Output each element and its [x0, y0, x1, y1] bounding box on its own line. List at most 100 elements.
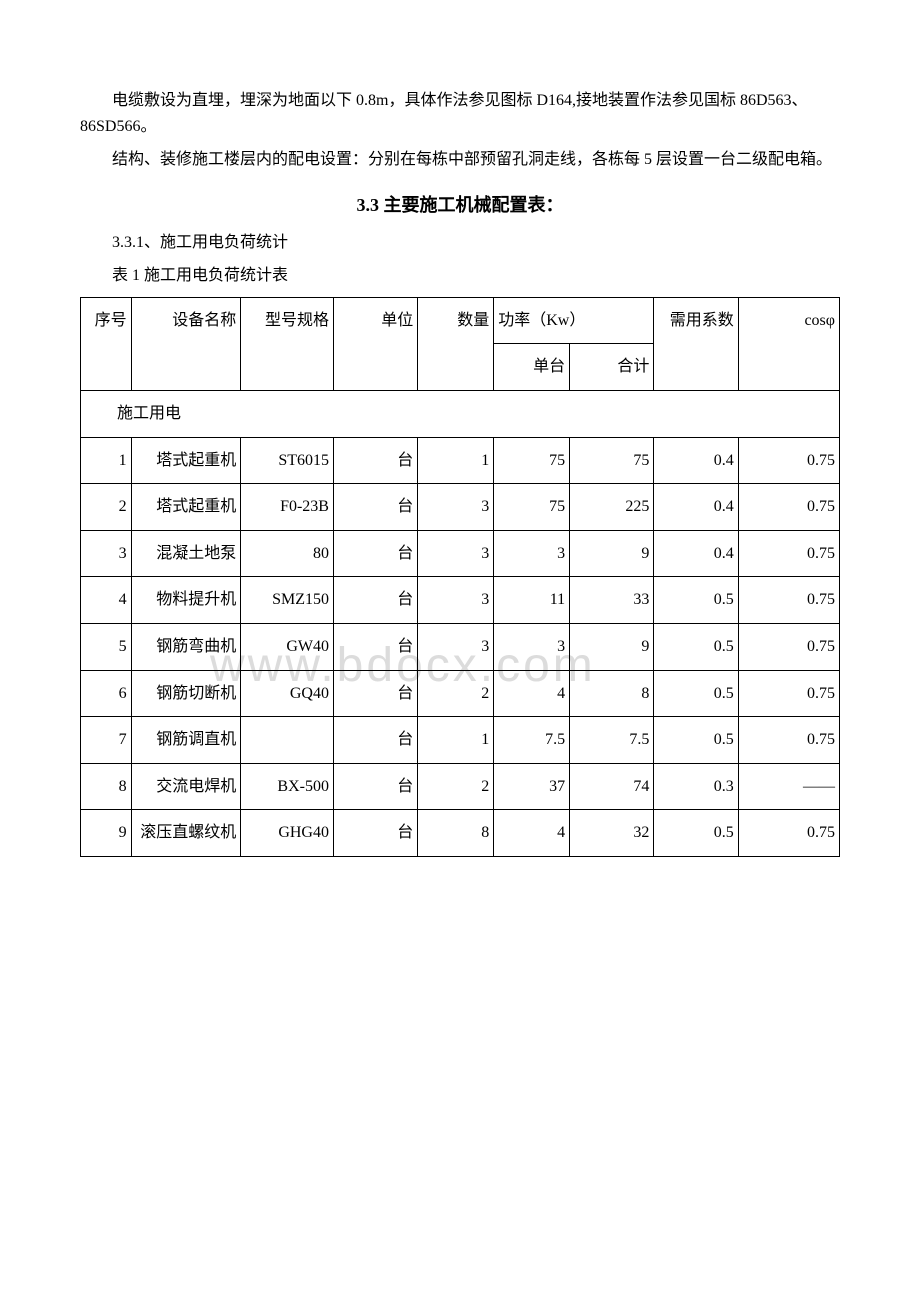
- cell-name: 塔式起重机: [136, 448, 237, 474]
- cell-coef: 0.5: [658, 634, 733, 660]
- cell-ptotal: 225: [574, 494, 649, 520]
- cell-seq: 2: [85, 494, 127, 520]
- cell-coef: 0.5: [658, 587, 733, 613]
- cell-seq: 6: [85, 681, 127, 707]
- cell-coef: 0.4: [658, 448, 733, 474]
- paragraph-2: 结构、装修施工楼层内的配电设置：分别在每栋中部预留孔洞走线，各栋每 5 层设置一…: [80, 147, 840, 173]
- cell-name: 滚压直螺纹机: [136, 820, 237, 846]
- cell-cos: 0.75: [743, 681, 835, 707]
- col-qty: 数量: [422, 308, 489, 334]
- table-row: 7 钢筋调直机 台 1 7.5 7.5 0.5 0.75: [81, 717, 840, 764]
- cell-ptotal: 7.5: [574, 727, 649, 753]
- table-row: 3 混凝土地泵 80 台 3 3 9 0.4 0.75: [81, 530, 840, 577]
- cell-qty: 3: [422, 541, 489, 567]
- cell-seq: 4: [85, 587, 127, 613]
- col-name: 设备名称: [136, 308, 237, 334]
- cell-ptotal: 32: [574, 820, 649, 846]
- cell-name: 钢筋切断机: [136, 681, 237, 707]
- table-row: 2 塔式起重机 F0-23B 台 3 75 225 0.4 0.75: [81, 484, 840, 531]
- section-row: 施工用电: [81, 390, 840, 437]
- table-row: 9 滚压直螺纹机 GHG40 台 8 4 32 0.5 0.75: [81, 810, 840, 857]
- cell-psingle: 4: [498, 681, 565, 707]
- cell-model: BX-500: [245, 774, 329, 800]
- cell-cos: 0.75: [743, 541, 835, 567]
- cell-qty: 8: [422, 820, 489, 846]
- cell-psingle: 75: [498, 448, 565, 474]
- col-coef: 需用系数: [658, 308, 733, 334]
- cell-qty: 3: [422, 494, 489, 520]
- cell-qty: 1: [422, 727, 489, 753]
- cell-cos: ——: [743, 774, 835, 800]
- cell-seq: 7: [85, 727, 127, 753]
- cell-name: 钢筋调直机: [136, 727, 237, 753]
- cell-coef: 0.5: [658, 820, 733, 846]
- table-row: 6 钢筋切断机 GQ40 台 2 4 8 0.5 0.75: [81, 670, 840, 717]
- cell-unit: 台: [338, 774, 413, 800]
- cell-psingle: 75: [498, 494, 565, 520]
- col-power-total: 合计: [574, 354, 649, 380]
- cell-cos: 0.75: [743, 820, 835, 846]
- col-seq: 序号: [85, 308, 127, 334]
- cell-unit: 台: [338, 820, 413, 846]
- cell-seq: 3: [85, 541, 127, 567]
- cell-name: 混凝土地泵: [136, 541, 237, 567]
- cell-name: 塔式起重机: [136, 494, 237, 520]
- table-row: 4 物料提升机 SMZ150 台 3 11 33 0.5 0.75: [81, 577, 840, 624]
- cell-unit: 台: [338, 727, 413, 753]
- cell-model: F0-23B: [245, 494, 329, 520]
- cell-unit: 台: [338, 494, 413, 520]
- cell-model: ST6015: [245, 448, 329, 474]
- col-unit: 单位: [338, 308, 413, 334]
- load-table: 序号 设备名称 型号规格 单位 数量 功率（Kw） 需用系数 cosφ 单台 合…: [80, 297, 840, 857]
- cell-qty: 2: [422, 774, 489, 800]
- subheading-1: 3.3.1、施工用电负荷统计: [80, 230, 840, 256]
- page-content: www.bdocx.com 电缆敷设为直埋，埋深为地面以下 0.8m，具体作法参…: [80, 88, 840, 857]
- cell-coef: 0.4: [658, 541, 733, 567]
- cell-seq: 5: [85, 634, 127, 660]
- cell-coef: 0.4: [658, 494, 733, 520]
- cell-unit: 台: [338, 681, 413, 707]
- cell-cos: 0.75: [743, 634, 835, 660]
- cell-seq: 1: [85, 448, 127, 474]
- cell-model: 80: [245, 541, 329, 567]
- col-model: 型号规格: [245, 308, 329, 334]
- cell-coef: 0.3: [658, 774, 733, 800]
- table-row: 8 交流电焊机 BX-500 台 2 37 74 0.3 ——: [81, 763, 840, 810]
- table-row: 1 塔式起重机 ST6015 台 1 75 75 0.4 0.75: [81, 437, 840, 484]
- section-label: 施工用电: [85, 401, 835, 427]
- cell-seq: 9: [85, 820, 127, 846]
- cell-psingle: 3: [498, 541, 565, 567]
- cell-model: GHG40: [245, 820, 329, 846]
- cell-unit: 台: [338, 448, 413, 474]
- cell-cos: 0.75: [743, 727, 835, 753]
- section-heading: 3.3 主要施工机械配置表：: [80, 191, 840, 220]
- cell-ptotal: 9: [574, 541, 649, 567]
- table-caption: 表 1 施工用电负荷统计表: [80, 263, 840, 289]
- cell-ptotal: 33: [574, 587, 649, 613]
- cell-model: GW40: [245, 634, 329, 660]
- cell-psingle: 7.5: [498, 727, 565, 753]
- cell-coef: 0.5: [658, 681, 733, 707]
- col-power: 功率（Kw）: [498, 308, 649, 334]
- cell-seq: 8: [85, 774, 127, 800]
- cell-psingle: 37: [498, 774, 565, 800]
- cell-qty: 1: [422, 448, 489, 474]
- cell-name: 物料提升机: [136, 587, 237, 613]
- cell-model: GQ40: [245, 681, 329, 707]
- cell-cos: 0.75: [743, 587, 835, 613]
- paragraph-1: 电缆敷设为直埋，埋深为地面以下 0.8m，具体作法参见图标 D164,接地装置作…: [80, 88, 840, 139]
- cell-unit: 台: [338, 541, 413, 567]
- cell-qty: 2: [422, 681, 489, 707]
- header-row-1: 序号 设备名称 型号规格 单位 数量 功率（Kw） 需用系数 cosφ: [81, 297, 840, 344]
- cell-psingle: 4: [498, 820, 565, 846]
- cell-unit: 台: [338, 634, 413, 660]
- cell-name: 交流电焊机: [136, 774, 237, 800]
- cell-ptotal: 74: [574, 774, 649, 800]
- cell-ptotal: 75: [574, 448, 649, 474]
- cell-model: SMZ150: [245, 587, 329, 613]
- cell-name: 钢筋弯曲机: [136, 634, 237, 660]
- cell-psingle: 3: [498, 634, 565, 660]
- cell-qty: 3: [422, 634, 489, 660]
- col-power-single: 单台: [498, 354, 565, 380]
- cell-qty: 3: [422, 587, 489, 613]
